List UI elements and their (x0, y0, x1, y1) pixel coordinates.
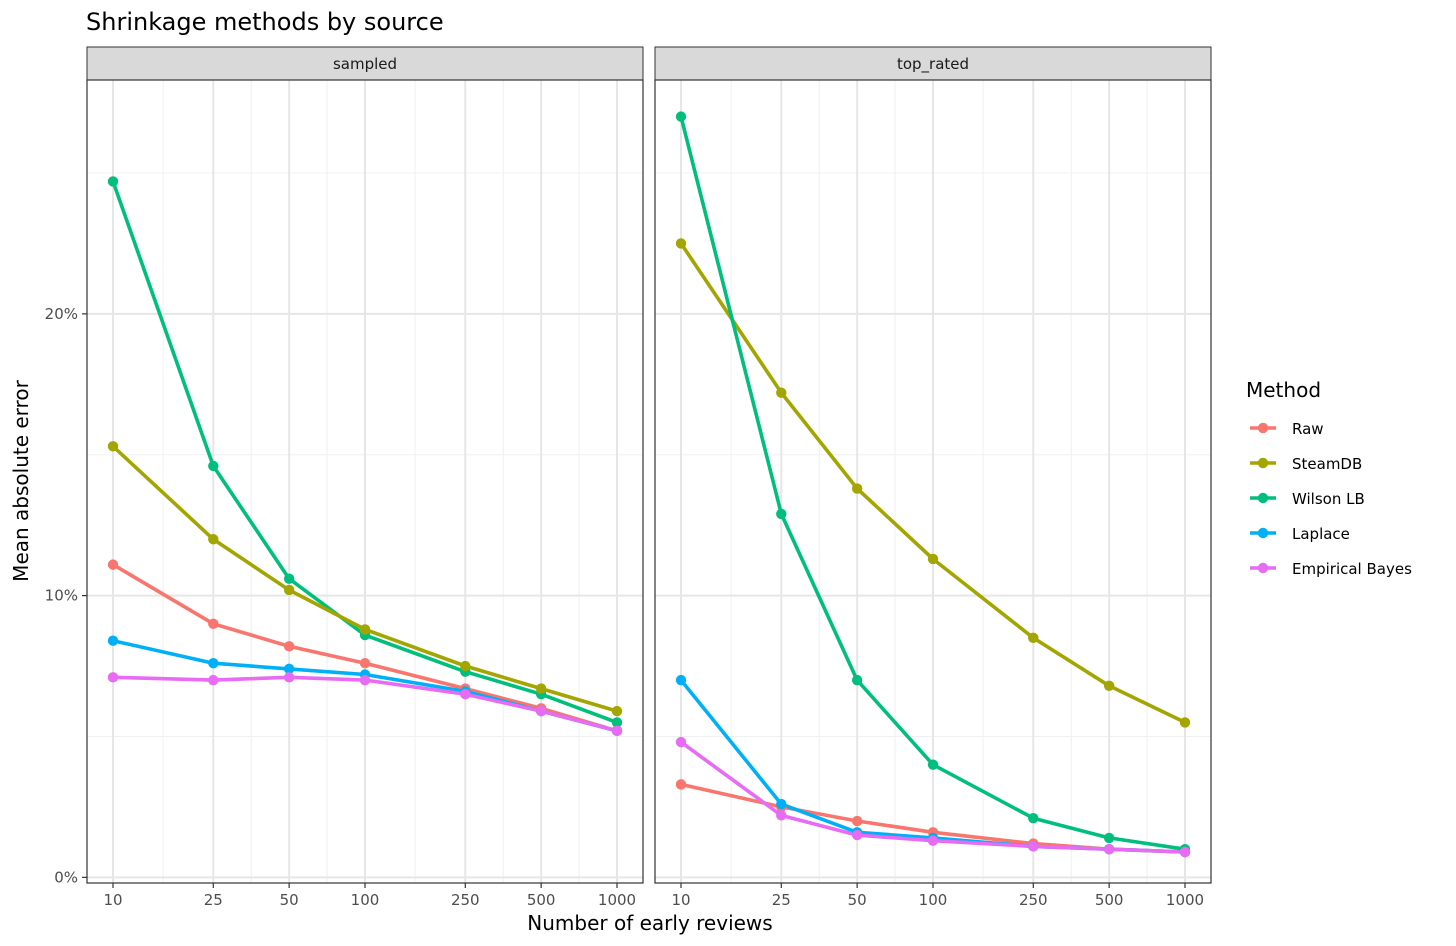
data-point-wilson-lb (776, 508, 787, 520)
data-point-empirical-bayes (283, 672, 295, 683)
x-tick-label: 25 (204, 891, 223, 909)
legend-label: Raw (1292, 420, 1324, 438)
facet-panels: sampled top_rated (86, 46, 1212, 884)
data-point-laplace (776, 798, 787, 810)
legend-key-point (1257, 527, 1269, 539)
x-tick-label: 1000 (598, 891, 636, 909)
legend-item-wilson-lb: Wilson LB (1250, 490, 1365, 508)
x-tick-label: 250 (1019, 891, 1048, 909)
data-point-steamdb (927, 553, 939, 565)
strip-label: sampled (333, 55, 397, 73)
y-tick-label: 0% (54, 868, 78, 886)
strip-background (86, 46, 644, 81)
x-tick-label: 250 (451, 891, 480, 909)
data-point-steamdb (776, 387, 787, 398)
legend-label: Empirical Bayes (1292, 560, 1412, 578)
data-point-laplace (107, 635, 119, 646)
data-point-empirical-bayes (208, 674, 219, 686)
data-point-wilson-lb (1103, 832, 1115, 844)
legend-label: Wilson LB (1292, 490, 1365, 508)
x-tick-label: 50 (848, 891, 867, 909)
x-tick-label: 50 (280, 891, 299, 909)
legend-key-point (1257, 422, 1269, 434)
data-point-empirical-bayes (460, 689, 471, 700)
legend-item-raw: Raw (1250, 420, 1324, 438)
data-point-empirical-bayes (776, 810, 787, 821)
data-point-steamdb (1179, 717, 1191, 728)
panel-top-rated: top_rated (654, 46, 1212, 884)
strip-background (654, 46, 1212, 81)
data-point-raw (675, 779, 687, 790)
data-point-laplace (208, 658, 219, 669)
data-point-wilson-lb (107, 176, 119, 187)
data-point-steamdb (611, 705, 623, 717)
panel-sampled: sampled (86, 46, 644, 884)
strip-label: top_rated (897, 55, 969, 74)
legend-key-point (1257, 457, 1269, 469)
data-point-raw (359, 658, 371, 669)
legend-key-point (1257, 562, 1269, 574)
data-point-raw (283, 641, 295, 652)
data-point-steamdb (460, 660, 471, 672)
y-axis-title: Mean absolute error (9, 379, 33, 581)
data-point-empirical-bayes (611, 725, 623, 737)
data-point-steamdb (283, 584, 295, 596)
legend-item-steamdb: SteamDB (1250, 455, 1362, 473)
x-tick-label: 1000 (1166, 891, 1204, 909)
data-point-wilson-lb (208, 460, 219, 472)
x-tick-label: 10 (671, 891, 690, 909)
data-point-steamdb (107, 441, 119, 452)
x-tick-label: 500 (1095, 891, 1124, 909)
data-point-steamdb (851, 483, 863, 494)
data-point-steamdb (535, 683, 547, 694)
data-point-empirical-bayes (927, 835, 939, 846)
data-point-empirical-bayes (851, 829, 863, 841)
data-point-empirical-bayes (675, 736, 687, 748)
legend-title: Method (1246, 378, 1321, 402)
data-point-empirical-bayes (1179, 846, 1191, 858)
data-point-raw (107, 559, 119, 570)
data-point-empirical-bayes (1103, 843, 1115, 855)
chart-title: Shrinkage methods by source (86, 8, 444, 36)
data-point-empirical-bayes (359, 674, 371, 686)
legend-key-point (1257, 492, 1269, 504)
data-point-empirical-bayes (107, 672, 119, 683)
x-tick-label: 10 (103, 891, 122, 909)
x-tick-label: 500 (527, 891, 556, 909)
legend: Method Raw SteamDB Wilson LB Laplace Empiric… (1246, 378, 1412, 578)
legend-item-empirical-bayes: Empirical Bayes (1250, 560, 1412, 578)
data-point-wilson-lb (1028, 812, 1039, 824)
y-tick-label: 20% (45, 305, 78, 323)
data-point-wilson-lb (611, 717, 623, 728)
data-point-laplace (675, 674, 687, 686)
data-point-steamdb (1028, 632, 1039, 644)
y-tick-label: 10% (45, 587, 78, 605)
x-tick-label: 100 (919, 891, 948, 909)
data-point-steamdb (359, 624, 371, 635)
data-point-wilson-lb (675, 111, 687, 122)
data-point-raw (208, 618, 219, 629)
data-point-wilson-lb (851, 674, 863, 686)
data-point-laplace (283, 663, 295, 675)
y-axis: 0% 10% 20% (45, 305, 87, 886)
legend-label: SteamDB (1292, 455, 1362, 473)
x-axis-title: Number of early reviews (527, 911, 772, 935)
data-point-steamdb (1103, 680, 1115, 691)
data-point-empirical-bayes (535, 705, 547, 717)
data-point-wilson-lb (927, 759, 939, 770)
legend-label: Laplace (1292, 525, 1350, 543)
x-tick-label: 100 (351, 891, 380, 909)
data-point-steamdb (675, 238, 687, 249)
data-point-raw (851, 815, 863, 827)
legend-item-laplace: Laplace (1250, 525, 1350, 543)
data-point-steamdb (208, 534, 219, 545)
data-point-wilson-lb (283, 573, 295, 584)
data-point-empirical-bayes (1028, 841, 1039, 852)
x-tick-label: 25 (772, 891, 791, 909)
x-axes: 10 25 50 100 250 500 1000 10 25 50 100 250 500 1000 (103, 883, 1204, 909)
